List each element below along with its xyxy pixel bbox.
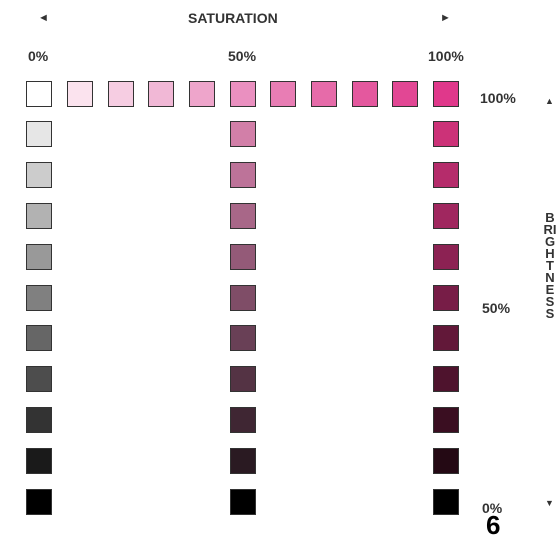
- swatch-sat100-2: [433, 162, 459, 188]
- swatch-sat50-9: [230, 448, 256, 474]
- brightness-label-0: 0%: [482, 500, 503, 516]
- swatch-top-7: [311, 81, 337, 107]
- swatch-sat0-1: [26, 121, 52, 147]
- swatch-top-5: [230, 81, 256, 107]
- swatch-top-1: [67, 81, 93, 107]
- swatch-sat100-10: [433, 489, 459, 515]
- swatch-sat0-2: [26, 162, 52, 188]
- swatch-sat100-5: [433, 285, 459, 311]
- swatch-sat100-3: [433, 203, 459, 229]
- brightness-label-50: 50%: [482, 300, 511, 316]
- swatch-sat100-8: [433, 407, 459, 433]
- swatch-sat50-7: [230, 366, 256, 392]
- swatch-top-3: [148, 81, 174, 107]
- swatch-sat50-8: [230, 407, 256, 433]
- swatch-sat50-10: [230, 489, 256, 515]
- swatch-top-8: [352, 81, 378, 107]
- brightness-label-100: 100%: [480, 90, 516, 106]
- saturation-label-100: 100%: [428, 48, 464, 64]
- swatch-top-6: [270, 81, 296, 107]
- swatch-sat0-9: [26, 448, 52, 474]
- swatch-top-10: [433, 81, 459, 107]
- saturation-left-arrow: ◄: [38, 12, 49, 24]
- swatch-sat50-5: [230, 285, 256, 311]
- swatch-sat0-10: [26, 489, 52, 515]
- swatch-sat100-4: [433, 244, 459, 270]
- swatch-sat0-8: [26, 407, 52, 433]
- swatch-sat50-4: [230, 244, 256, 270]
- brightness-down-arrow: ▼: [545, 498, 554, 508]
- swatch-top-2: [108, 81, 134, 107]
- saturation-right-arrow: ►: [440, 12, 451, 24]
- swatch-sat50-3: [230, 203, 256, 229]
- swatch-sat50-6: [230, 325, 256, 351]
- swatch-sat100-1: [433, 121, 459, 147]
- saturation-title: SATURATION: [188, 10, 278, 26]
- brightness-title: BRIGHTNESS: [543, 210, 557, 321]
- swatch-top-9: [392, 81, 418, 107]
- swatch-sat0-5: [26, 285, 52, 311]
- page-number: 6: [486, 510, 501, 540]
- swatch-sat0-6: [26, 325, 52, 351]
- swatch-top-4: [189, 81, 215, 107]
- swatch-sat0-7: [26, 366, 52, 392]
- swatch-sat50-1: [230, 121, 256, 147]
- swatch-sat100-6: [433, 325, 459, 351]
- swatch-sat100-7: [433, 366, 459, 392]
- brightness-up-arrow: ▲: [545, 96, 554, 106]
- swatch-sat0-4: [26, 244, 52, 270]
- saturation-label-0: 0%: [28, 48, 49, 64]
- swatch-sat50-2: [230, 162, 256, 188]
- swatch-sat100-9: [433, 448, 459, 474]
- swatch-sat0-3: [26, 203, 52, 229]
- saturation-label-50: 50%: [228, 48, 257, 64]
- swatch-top-0: [26, 81, 52, 107]
